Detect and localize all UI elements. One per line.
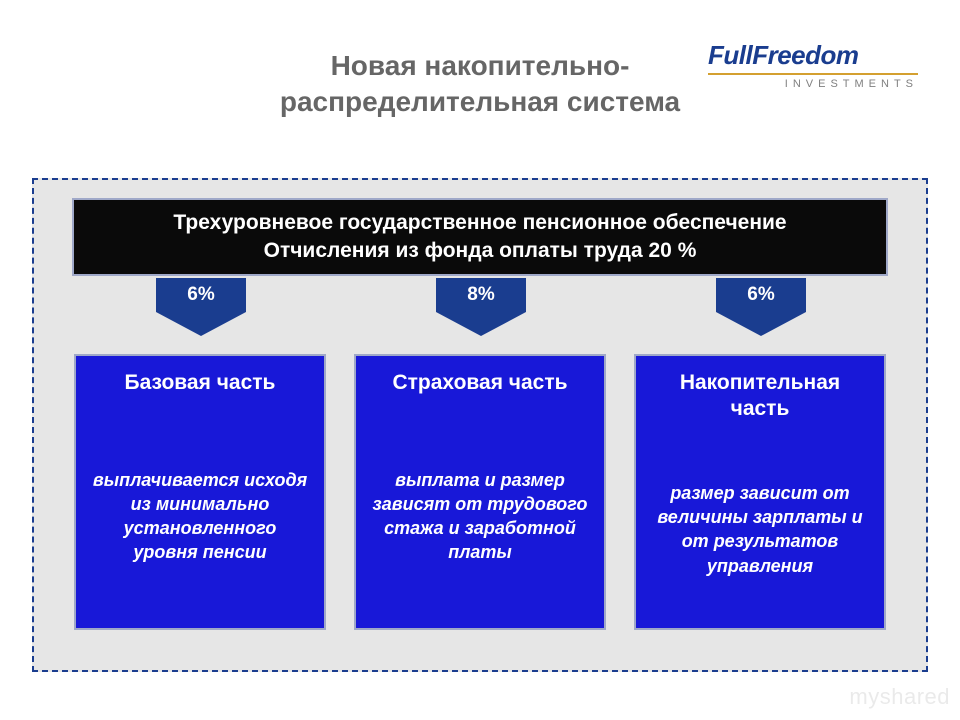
column-3-title: Накопительная часть xyxy=(650,370,870,423)
arrow-3-head xyxy=(716,312,806,336)
title-line-2: распределительная система xyxy=(280,86,680,117)
arrow-1-label: 6% xyxy=(156,278,246,312)
top-box-line-1: Трехуровневое государственное пенсионное… xyxy=(74,209,886,237)
logo-divider xyxy=(708,73,918,75)
column-box-3: Накопительная часть размер зависит от ве… xyxy=(634,354,886,630)
watermark: myshared xyxy=(849,684,950,710)
column-3-desc: размер зависит от величины зарплаты и от… xyxy=(650,481,870,578)
column-1-title: Базовая часть xyxy=(90,370,310,396)
column-1-desc: выплачивается исходя из минимально устан… xyxy=(90,468,310,565)
column-box-1: Базовая часть выплачивается исходя из ми… xyxy=(74,354,326,630)
logo: FullFreedom INVESTMENTS xyxy=(708,40,918,90)
column-2-title: Страховая часть xyxy=(370,370,590,396)
top-summary-box: Трехуровневое государственное пенсионное… xyxy=(72,198,888,276)
column-box-2: Страховая часть выплата и размер зависят… xyxy=(354,354,606,630)
arrow-1: 6% xyxy=(156,278,246,336)
logo-sub-text: INVESTMENTS xyxy=(708,78,918,90)
arrow-2-head xyxy=(436,312,526,336)
title-line-1: Новая накопительно- xyxy=(331,50,630,81)
column-2-desc: выплата и размер зависят от трудового ст… xyxy=(370,468,590,565)
logo-main-text: FullFreedom xyxy=(708,40,918,71)
top-box-line-2: Отчисления из фонда оплаты труда 20 % xyxy=(74,237,886,265)
arrow-3-label: 6% xyxy=(716,278,806,312)
arrow-2: 8% xyxy=(436,278,526,336)
arrow-3: 6% xyxy=(716,278,806,336)
arrow-2-label: 8% xyxy=(436,278,526,312)
arrow-1-head xyxy=(156,312,246,336)
